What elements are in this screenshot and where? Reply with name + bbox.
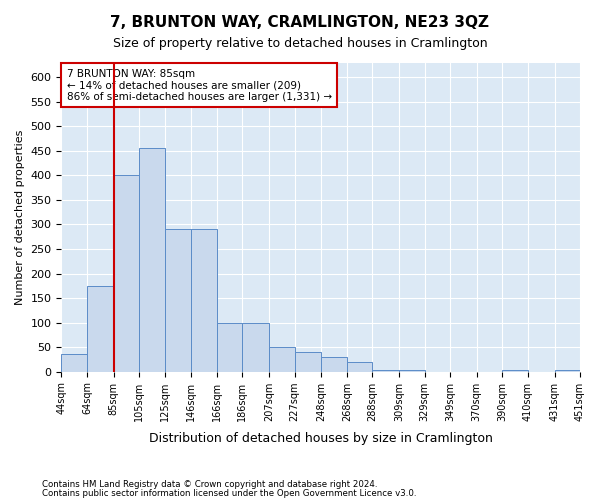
Bar — [295, 352, 322, 372]
Bar — [242, 322, 269, 372]
Bar — [399, 370, 425, 372]
X-axis label: Distribution of detached houses by size in Cramlington: Distribution of detached houses by size … — [149, 432, 493, 445]
Bar — [164, 230, 191, 372]
Bar — [322, 357, 347, 372]
Bar — [347, 362, 373, 372]
Bar — [87, 286, 113, 372]
Bar — [217, 322, 242, 372]
Bar — [373, 370, 399, 372]
Bar — [61, 354, 87, 372]
Bar — [139, 148, 164, 372]
Text: 7, BRUNTON WAY, CRAMLINGTON, NE23 3QZ: 7, BRUNTON WAY, CRAMLINGTON, NE23 3QZ — [110, 15, 490, 30]
Text: 7 BRUNTON WAY: 85sqm
← 14% of detached houses are smaller (209)
86% of semi-deta: 7 BRUNTON WAY: 85sqm ← 14% of detached h… — [67, 68, 332, 102]
Text: Size of property relative to detached houses in Cramlington: Size of property relative to detached ho… — [113, 38, 487, 51]
Bar — [191, 230, 217, 372]
Bar — [554, 370, 580, 372]
Bar — [269, 347, 295, 372]
Text: Contains public sector information licensed under the Open Government Licence v3: Contains public sector information licen… — [42, 489, 416, 498]
Text: Contains HM Land Registry data © Crown copyright and database right 2024.: Contains HM Land Registry data © Crown c… — [42, 480, 377, 489]
Bar — [502, 370, 528, 372]
Bar — [113, 176, 139, 372]
Y-axis label: Number of detached properties: Number of detached properties — [15, 130, 25, 305]
